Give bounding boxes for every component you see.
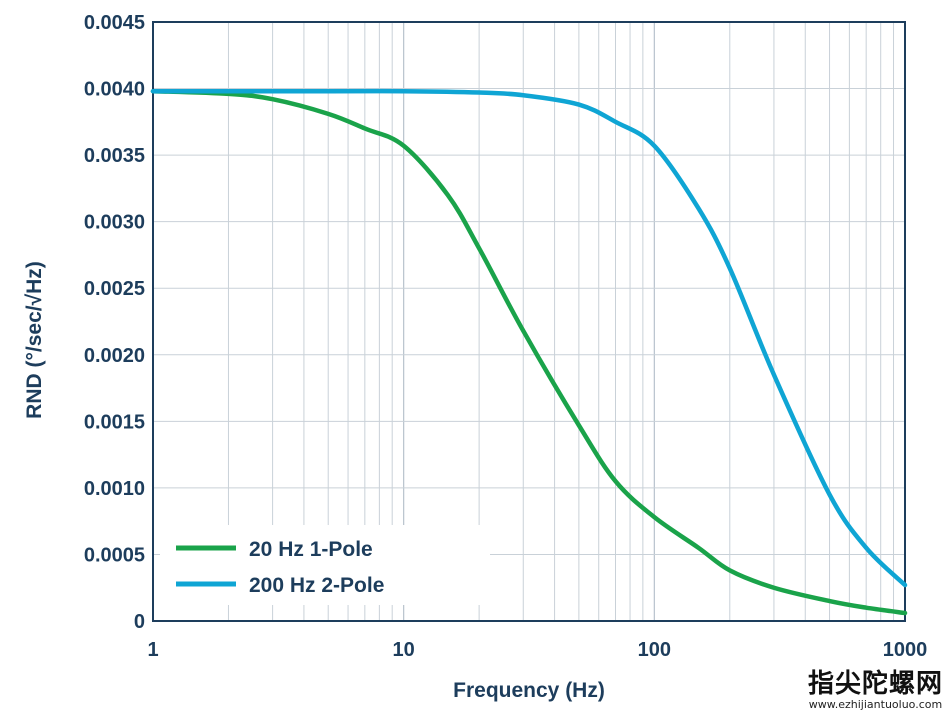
- watermark-url: www.ezhijiantuoluo.com: [808, 698, 943, 711]
- watermark-text: 指尖陀螺网: [807, 669, 943, 699]
- y-tick-label: 0.0045: [84, 12, 145, 34]
- legend-label-20hz-1pole: 20 Hz 1-Pole: [249, 538, 373, 561]
- grid-lines: [153, 22, 905, 621]
- series-lines: [150, 88, 908, 616]
- y-tick-label: 0.0040: [84, 79, 145, 101]
- series-line-1: [150, 88, 908, 588]
- plot-frame: [152, 21, 906, 622]
- x-tick-label: 10: [393, 639, 415, 661]
- y-tick-label: 0.0010: [84, 478, 145, 500]
- legend-background: [160, 525, 490, 605]
- y-tick-label: 0.0020: [84, 345, 145, 367]
- y-axis-title: RND (°/sec/√Hz): [23, 261, 46, 419]
- y-tick-label: 0.0025: [84, 278, 145, 300]
- y-tick-label: 0.0015: [84, 411, 145, 433]
- x-tick-label: 100: [638, 639, 671, 661]
- y-tick-label: 0: [134, 611, 145, 633]
- x-axis-title: Frequency (Hz): [453, 679, 605, 702]
- series-line-0: [150, 88, 908, 616]
- legend-label-200hz-2pole: 200 Hz 2-Pole: [249, 574, 384, 597]
- legend: 20 Hz 1-Pole 200 Hz 2-Pole: [160, 525, 490, 605]
- tick-labels: 0 0.0005 0.0010 0.0015 0.0020 0.0025 0.0030 0.0…: [84, 12, 927, 661]
- y-tick-label: 0.0005: [84, 544, 145, 566]
- y-tick-label: 0.0030: [84, 212, 145, 234]
- x-tick-label: 1000: [883, 639, 928, 661]
- x-tick-label: 1: [147, 639, 158, 661]
- watermark: 指尖陀螺网 www.ezhijiantuoluo.com: [808, 669, 943, 711]
- y-tick-label: 0.0035: [84, 145, 145, 167]
